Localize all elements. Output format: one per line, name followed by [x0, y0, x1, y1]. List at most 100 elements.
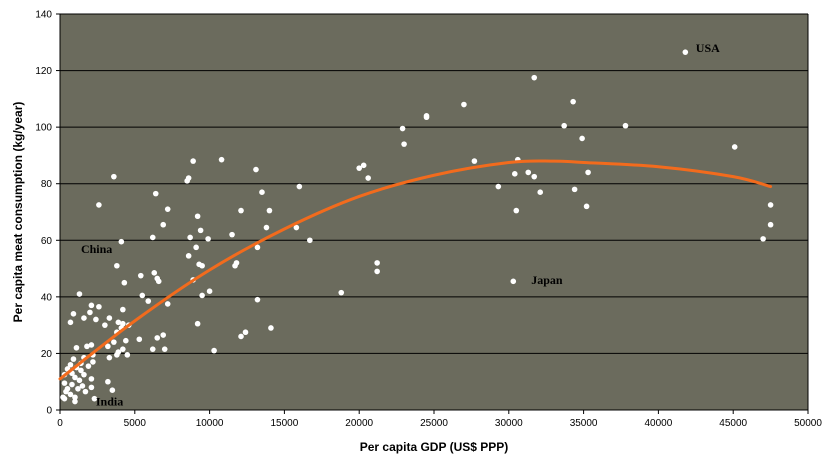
data-point: [254, 296, 261, 303]
data-point: [585, 169, 591, 176]
axis-layer: 0 20 40 60 80 100 120 140 0 5000 10000 15000 20000 25…: [35, 10, 822, 430]
data-point: [72, 394, 78, 401]
data-point: [105, 378, 111, 385]
y-tick-label: 100: [35, 123, 52, 134]
data-point: [109, 387, 116, 394]
data-point: [67, 391, 74, 398]
data-point: [495, 183, 502, 190]
x-tick-label: 5000: [124, 418, 147, 429]
data-point: [121, 279, 128, 286]
data-point: [197, 227, 204, 234]
data-point: [513, 207, 520, 214]
data-point: [242, 329, 249, 336]
data-point: [81, 371, 87, 378]
data-point: [199, 262, 205, 269]
data-point: [206, 288, 213, 295]
data-point: [531, 173, 538, 180]
data-point: [218, 156, 225, 163]
data-point: [88, 376, 95, 382]
data-point: [76, 291, 83, 297]
data-point: [199, 292, 205, 299]
data-point: [149, 346, 156, 352]
data-point: [232, 262, 238, 269]
data-point: [194, 213, 201, 220]
data-point: [72, 398, 78, 405]
data-point: [731, 144, 738, 150]
data-point: [149, 234, 156, 241]
x-tick-label: 25000: [420, 418, 448, 429]
data-point: [579, 135, 585, 142]
data-point: [91, 395, 98, 402]
data-point: [682, 49, 689, 55]
data-point: [187, 234, 193, 241]
data-point: [88, 302, 95, 309]
data-point: [139, 292, 146, 299]
data-point: [76, 377, 83, 384]
x-tick-label: 45000: [719, 418, 747, 429]
y-tick-label: 0: [46, 406, 52, 417]
data-point: [461, 101, 467, 108]
data-point: [254, 244, 261, 251]
y-tick-label: 20: [41, 349, 53, 360]
data-point: [471, 158, 478, 164]
data-point: [105, 343, 111, 350]
x-axis-title: Per capita GDP (US$ PPP): [360, 440, 509, 454]
data-point: [96, 202, 102, 208]
data-point: [511, 171, 518, 177]
data-point: [115, 319, 122, 326]
data-point: [96, 303, 102, 310]
data-point: [111, 339, 117, 345]
data-point: [401, 141, 407, 147]
data-point: [79, 383, 86, 389]
data-point: [78, 367, 84, 374]
data-point: [338, 289, 345, 296]
data-point: [67, 319, 74, 326]
data-point: [123, 337, 129, 344]
data-point: [67, 361, 74, 368]
data-point: [622, 122, 629, 129]
data-point: [102, 322, 108, 328]
data-point: [164, 301, 171, 307]
data-point: [760, 236, 766, 242]
data-point: [356, 165, 363, 171]
data-point: [114, 262, 120, 269]
data-point: [85, 363, 92, 369]
y-tick-label: 60: [41, 236, 53, 247]
data-point: [154, 335, 161, 341]
data-point: [61, 395, 68, 402]
points-layer: [60, 49, 774, 405]
data-point: [561, 122, 567, 129]
annotation-label: India: [96, 395, 123, 409]
data-point: [399, 125, 406, 132]
data-point: [70, 356, 77, 362]
data-point: [531, 74, 538, 81]
data-point: [160, 332, 167, 338]
data-point: [268, 325, 274, 331]
x-tick-label: 10000: [196, 418, 224, 429]
x-tick-label: 15000: [270, 418, 298, 429]
data-point: [238, 333, 244, 340]
annotation-label: Japan: [531, 273, 563, 287]
data-point: [184, 178, 190, 184]
data-point: [229, 231, 235, 238]
data-point: [73, 344, 80, 351]
data-point: [88, 342, 95, 348]
data-point: [293, 224, 300, 231]
data-point: [164, 206, 171, 212]
data-point: [151, 270, 158, 276]
data-point: [211, 347, 217, 354]
data-point: [296, 183, 303, 190]
y-tick-label: 120: [35, 66, 52, 77]
x-tick-label: 40000: [644, 418, 672, 429]
data-point: [571, 186, 578, 193]
data-point: [72, 374, 78, 381]
data-point: [120, 346, 126, 352]
data-point: [259, 189, 265, 195]
annotation-label: USA: [696, 41, 720, 55]
data-point: [161, 346, 168, 352]
data-point: [193, 244, 199, 251]
data-point: [90, 359, 96, 365]
data-point: [114, 352, 120, 358]
